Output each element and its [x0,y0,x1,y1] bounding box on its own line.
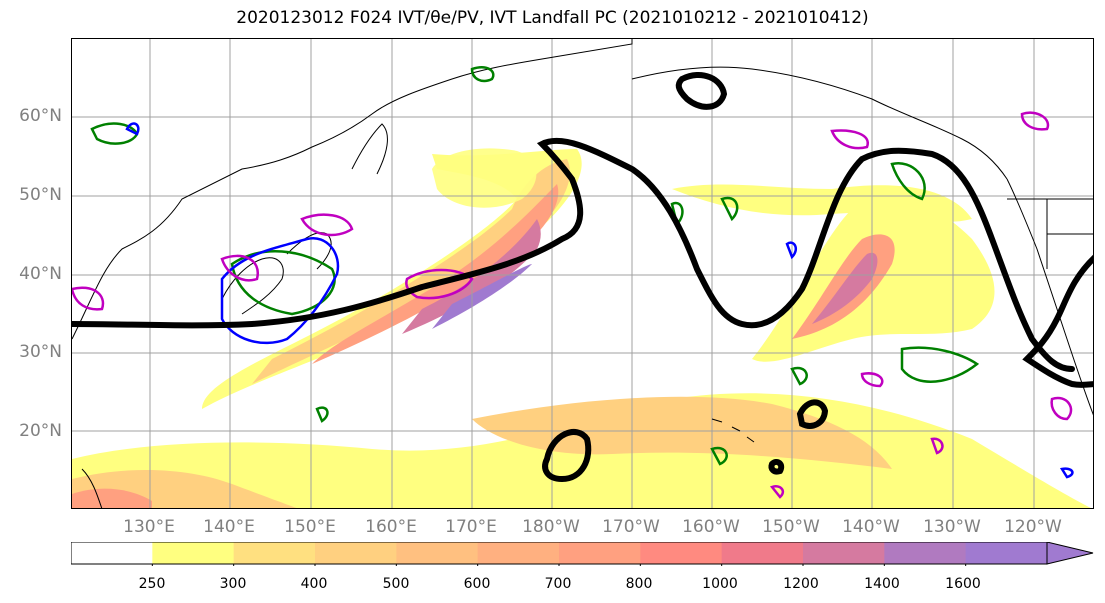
map-title: 2020123012 F024 IVT/θe/PV, IVT Landfall … [236,8,869,28]
lat-label-40n: 40°N [19,264,62,284]
lon-label-160w: 160°W [682,517,740,537]
colorbar-cell [640,542,723,564]
theta-e-contours-blue [125,122,1074,479]
lon-label-130e: 130°E [123,517,175,537]
coastline-alaska [631,66,1008,180]
coastline-philippines [81,468,103,508]
lon-label-140w: 140°W [842,517,900,537]
coastline-kamchatka [351,123,388,175]
pv-coastal-tail [1022,254,1093,388]
lon-label-120w: 120°W [1004,517,1062,537]
colorbar-extend-arrow [1046,542,1094,565]
pv-contours-black [72,72,1093,483]
coastline-asia [72,39,633,340]
ivt-plume-main [202,149,582,409]
colorbar-cell [396,542,479,564]
pv-main-trough-ridge [72,137,1075,372]
colorbar-cell [152,542,235,564]
coastline-korea-japan [221,232,332,315]
pv-cutoff-east [796,399,829,429]
colorbar-tick-800: 800 [625,576,653,592]
colorbar-cell [71,542,153,564]
colorbar-tick-400: 400 [300,576,328,592]
pv-cutoff-alaska [675,72,728,110]
ivt-filled-contours [72,148,1091,508]
colorbar-tick-1200: 1200 [783,576,819,592]
colorbar-tick-1600: 1600 [945,576,981,592]
lon-label-150w: 150°W [762,517,820,537]
lat-label-30n: 30°N [19,342,62,362]
lat-label-50n: 50°N [19,185,62,205]
lon-label-150e: 150°E [284,517,336,537]
pv-cutoff-small [768,459,785,475]
colorbar-cell [315,542,397,564]
colorbar-tick-1400: 1400 [864,576,900,592]
lon-label-140e: 140°E [203,517,255,537]
lat-label-60n: 60°N [19,106,62,126]
lon-label-160e: 160°E [365,517,417,537]
coastlines [72,39,1093,508]
coastline-hawaii [711,418,755,443]
lon-label-130w: 130°W [923,517,981,537]
map-panel[interactable] [71,38,1094,509]
pv-cutoff-subtropical [542,428,592,483]
state-borders [1007,198,1093,269]
colorbar-tick-300: 300 [219,576,247,592]
colorbar-cell [803,542,885,564]
colorbar-tick-700: 700 [544,576,572,592]
ivt-colorbar [71,542,1094,566]
ivt-plume-nepac [672,184,972,222]
colorbar-tick-250: 250 [138,576,166,592]
colorbar-cell [477,542,560,564]
colorbar-tick-500: 500 [382,576,410,592]
colorbar-cell [965,542,1048,564]
colorbar-cell [233,542,316,564]
colorbar-cell [721,542,804,564]
colorbar-cell [884,542,967,564]
lat-label-20n: 20°N [19,421,62,441]
map-canvas [72,39,1093,508]
colorbar-tick-600: 600 [463,576,491,592]
ivt-plume-kamchatka [432,148,537,208]
lon-label-170e: 170°E [445,517,497,537]
lon-label-170w: 170°W [602,517,660,537]
lon-label-180w: 180°W [522,517,580,537]
colorbar-cell [559,542,641,564]
colorbar-tick-1000: 1000 [702,576,738,592]
